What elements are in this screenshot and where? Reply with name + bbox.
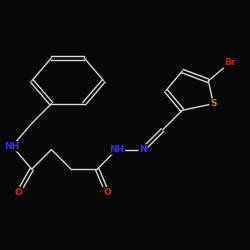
Text: N: N <box>139 145 147 154</box>
Text: O: O <box>15 188 22 196</box>
Text: O: O <box>103 188 111 196</box>
Text: Br: Br <box>224 58 235 67</box>
Text: S: S <box>210 99 216 108</box>
Text: NH: NH <box>109 145 124 154</box>
Text: NH: NH <box>4 142 20 151</box>
